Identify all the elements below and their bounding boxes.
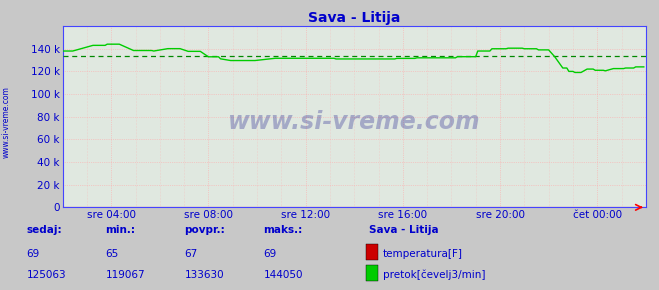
Text: temperatura[F]: temperatura[F] [383, 249, 463, 259]
Text: min.:: min.: [105, 225, 136, 235]
Text: 133630: 133630 [185, 270, 224, 280]
Text: 67: 67 [185, 249, 198, 259]
Text: maks.:: maks.: [264, 225, 303, 235]
Text: 144050: 144050 [264, 270, 303, 280]
Text: www.si-vreme.com: www.si-vreme.com [228, 110, 480, 134]
Text: www.si-vreme.com: www.si-vreme.com [2, 86, 11, 158]
Text: 69: 69 [26, 249, 40, 259]
Title: Sava - Litija: Sava - Litija [308, 11, 401, 25]
Text: povpr.:: povpr.: [185, 225, 225, 235]
Text: pretok[čevelj3/min]: pretok[čevelj3/min] [383, 270, 486, 280]
Text: Sava - Litija: Sava - Litija [369, 225, 439, 235]
Text: 125063: 125063 [26, 270, 66, 280]
Text: sedaj:: sedaj: [26, 225, 62, 235]
Text: 65: 65 [105, 249, 119, 259]
Text: 69: 69 [264, 249, 277, 259]
Text: 119067: 119067 [105, 270, 145, 280]
